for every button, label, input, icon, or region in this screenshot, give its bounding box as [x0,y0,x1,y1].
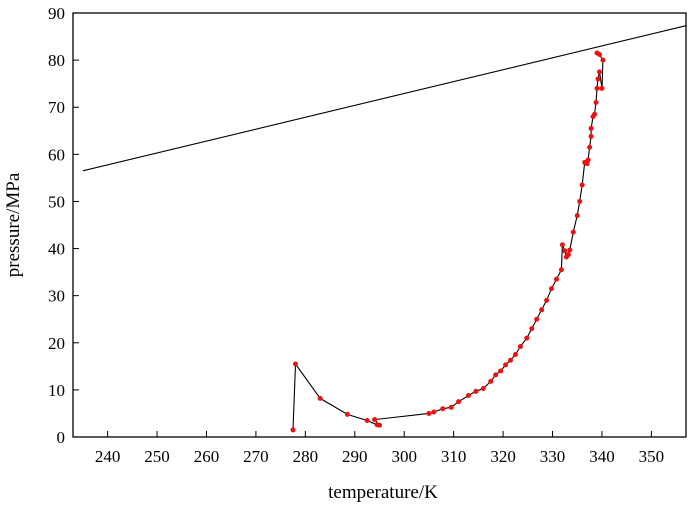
series-2-point [539,307,545,313]
x-tick-label: 290 [342,447,368,466]
series-2-point [498,368,504,374]
y-tick-label: 60 [48,145,65,164]
series-2-point [529,326,535,332]
x-axis-title: temperature/K [328,482,438,503]
y-tick-label: 0 [57,428,66,447]
y-tick-label: 70 [48,98,65,117]
series-2-point [596,69,602,75]
x-tick-label: 310 [441,447,467,466]
axis-ticks [73,12,652,438]
series-2-point [544,297,550,303]
x-tick-label: 300 [391,447,417,466]
series-2-point [559,242,565,248]
series-2-point [493,372,499,378]
series-2-point [364,418,370,424]
series-2-point [594,85,600,91]
series-2-point [588,125,594,131]
series-2-point [562,248,568,254]
series-2-point [344,411,350,417]
series-2-point [587,144,593,150]
series-2-point [372,417,378,423]
series-2-point [577,198,583,204]
series-2-point [512,352,518,358]
tick-labels: 240 250 260 270 280 290 300 310 320 330 340 350 0 10 2… [48,4,664,466]
series-2-point [426,410,432,416]
x-tick-label: 340 [589,447,615,466]
series-2-point [456,399,462,405]
y-tick-label: 40 [48,240,65,259]
series-2-point [292,361,298,367]
series-2-point [553,276,559,282]
series-2-point [473,388,479,394]
series-2-point [593,100,599,106]
series-2-point [600,57,606,63]
series-2-point [465,393,471,399]
series-2-point [488,378,494,384]
series-2-point [574,213,580,219]
series-2-point [592,111,598,117]
x-tick-label: 250 [144,447,170,466]
y-tick-label: 50 [48,192,65,211]
series-2-point [549,286,555,292]
series-2-point [440,406,446,412]
series-1-line [82,25,687,172]
series-2-point [448,404,454,410]
x-tick-label: 320 [490,447,516,466]
series-2-point [599,85,605,91]
x-tick-label: 280 [293,447,319,466]
y-tick-label: 20 [48,334,65,353]
y-tick-label: 90 [48,4,65,23]
x-tick-label: 240 [95,447,121,466]
series-2-point [565,252,571,258]
series-2-point [584,161,590,167]
series-2-point [524,335,530,341]
series-2-point [503,362,509,368]
y-tick-label: 30 [48,287,65,306]
series-2-point [377,422,382,428]
x-tick-label: 260 [194,447,220,466]
series-layer [82,25,687,433]
series-2-point [508,357,514,363]
plot-frame [72,12,687,438]
series-2-point [579,182,585,188]
series-2-point [567,247,573,253]
series-2-point [585,157,591,163]
series-2-point [431,409,437,415]
series-2-point [534,316,540,322]
x-tick-label: 270 [243,447,269,466]
y-tick-label: 80 [48,51,65,70]
series-2-point [558,267,564,273]
series-2-point [480,385,486,391]
series-2-point [317,395,323,401]
series-2-point [588,133,594,139]
series-2-point [594,50,600,56]
x-tick-label: 350 [639,447,665,466]
y-tick-label: 10 [48,381,65,400]
series-2-point [595,76,601,82]
x-tick-label: 330 [540,447,566,466]
series-2-point [570,229,576,235]
series-2-point [517,344,523,350]
y-axis-title: pressure/MPa [3,172,24,277]
series-2-point [290,427,296,433]
